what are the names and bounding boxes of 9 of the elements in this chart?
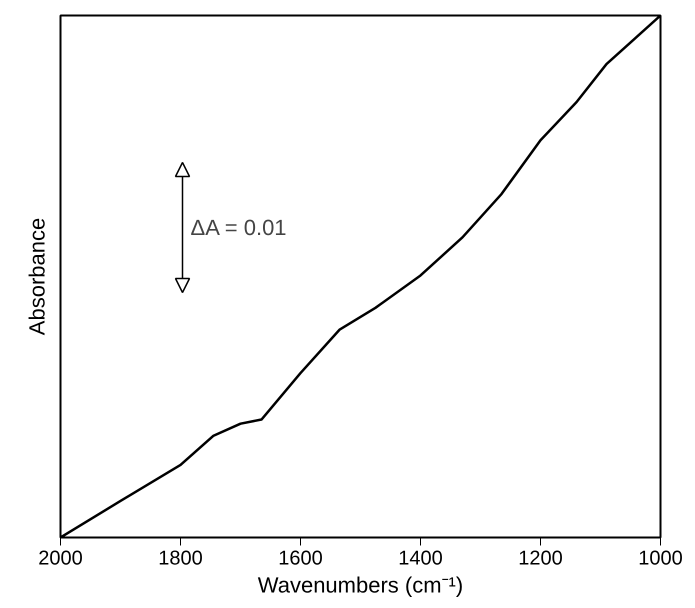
x-tick-label: 1400: [398, 548, 443, 570]
x-axis-title: Wavenumbers (cm⁻¹): [258, 572, 464, 598]
x-tick-label: 1600: [278, 548, 323, 570]
x-tick-label: 1000: [638, 548, 683, 570]
x-tick-label: 1800: [158, 548, 203, 570]
annotation: ΔA = 0.01: [190, 215, 287, 240]
y-axis-title: Absorbance: [24, 218, 50, 336]
x-tick-label: 1200: [518, 548, 563, 570]
x-tick-label: 2000: [38, 548, 83, 570]
